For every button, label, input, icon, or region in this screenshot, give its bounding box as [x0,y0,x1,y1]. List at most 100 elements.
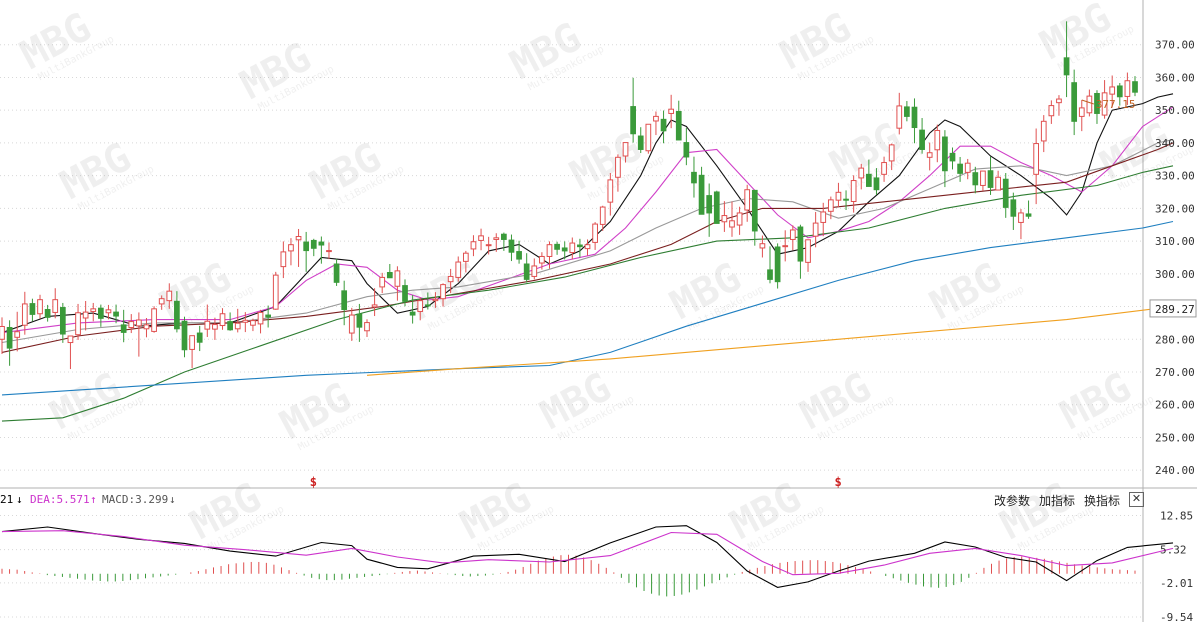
candle-body [424,304,431,307]
candle-body [615,156,621,178]
candle-body [858,167,865,179]
candle-body [964,162,971,173]
candle [615,154,621,192]
candle [265,305,271,328]
candle [196,325,203,352]
candle-body [622,142,629,157]
candle-body [896,105,903,129]
candle [827,196,834,220]
candle-body [379,276,386,288]
candle [637,127,644,154]
candle-body [1063,57,1070,76]
price-tick-label: 340.00 [1155,137,1195,150]
candle [212,317,218,340]
switch-indicator-button[interactable]: 换指标 [1084,494,1121,508]
candle-body [257,311,264,325]
candle-body [873,177,880,191]
candle [440,283,446,307]
price-tick-label: 270.00 [1155,366,1195,379]
candle [417,297,424,321]
candle [409,295,416,324]
candle-body [14,331,21,338]
candle-body [584,244,591,250]
candle [424,292,431,310]
edit-params-button[interactable]: 改参数 [994,494,1031,508]
event-marker: $ [834,475,841,489]
price-tick-label: 350.00 [1155,104,1195,117]
candle-body [736,212,743,226]
candle-body [934,129,941,151]
candle-body [105,309,112,314]
candle-body [812,222,819,237]
candle-body [592,223,598,243]
candle [759,235,766,258]
candle-body [911,106,918,129]
candle-body [1018,212,1024,223]
candle-body [805,239,811,263]
candle [455,256,462,282]
price-tick-label: 310.00 [1155,235,1195,248]
candle [303,231,310,272]
macd-axis: 12.85 5.32 -2.01 -9.54 [1160,509,1193,624]
candle-body [90,308,97,312]
candle [470,235,477,257]
candle [774,243,781,289]
candle [592,222,598,250]
close-indicator-button[interactable]: ✕ [1129,492,1144,507]
peak-label: 377.15 [1096,98,1136,111]
candle [386,264,393,279]
candle-body [440,284,446,300]
event-markers: $ $ [310,475,842,489]
candle-body [272,274,279,310]
candle-body [698,174,705,215]
candle-body [843,198,849,201]
candle-body [402,285,408,302]
candle [59,302,66,343]
candle [866,159,872,187]
price-tick-label: 300.00 [1155,268,1195,281]
candle-body [174,300,180,330]
candle-body [1101,92,1108,116]
candle-body [637,135,644,150]
candle-body [59,307,66,335]
candle-body [417,300,424,312]
candle [919,118,925,154]
candle [1101,80,1108,119]
candle-body [554,243,560,250]
ma120-line [1,220,1174,396]
candle [957,156,963,182]
candle-body [447,275,454,283]
candle [942,130,948,188]
candle [136,312,142,357]
candle [873,168,880,195]
candle-body [386,272,393,279]
candle-body [113,311,119,317]
candle [348,307,355,341]
candle-body [493,237,500,240]
candle [881,156,887,182]
candle-body [516,251,522,260]
candle [1094,90,1100,124]
candle [850,175,857,213]
candle-body [653,115,659,122]
candle [1010,192,1017,230]
candle [120,309,127,343]
candle [888,143,895,171]
price-tick-label: 330.00 [1155,170,1195,183]
candle [911,98,918,144]
candle [326,242,332,260]
candle-body [1048,105,1055,117]
add-indicator-button[interactable]: 加指标 [1039,494,1076,508]
candle [1124,72,1131,105]
candle-body [683,142,690,158]
candle [896,92,903,135]
candle-body [37,299,43,315]
candle [995,170,1001,191]
candle-body [1086,95,1093,114]
candle [1025,200,1032,219]
